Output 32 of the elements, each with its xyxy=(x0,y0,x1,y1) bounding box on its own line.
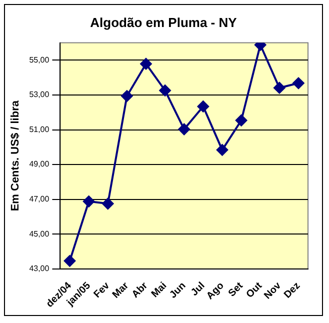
y-tick-label: 43,00 xyxy=(29,264,50,274)
y-tick-label: 47,00 xyxy=(29,194,50,204)
x-tick-label: Ago xyxy=(204,280,226,302)
x-tick-label: Nov xyxy=(262,280,284,302)
point xyxy=(197,100,210,112)
point xyxy=(216,144,228,156)
point xyxy=(140,58,152,70)
point xyxy=(235,114,248,126)
y-tick-label: 45,00 xyxy=(29,229,50,238)
x-tick-label: Jul xyxy=(189,280,208,298)
point xyxy=(120,90,133,102)
x-tick-label: Abr xyxy=(130,280,150,300)
x-tick-label: Jun xyxy=(168,280,188,301)
point xyxy=(273,82,286,94)
x-tick-label: Set xyxy=(226,280,246,300)
chart-title: Algodão em Pluma - NY xyxy=(89,15,238,30)
y-tick-label: 53,00 xyxy=(29,90,50,100)
x-tick-label: Fev xyxy=(92,280,112,300)
point xyxy=(64,254,76,267)
y-tick-label: 55,00 xyxy=(29,55,50,64)
point xyxy=(178,123,190,136)
x-tick-label: Mai xyxy=(150,280,170,300)
y-tick-label: 49,00 xyxy=(29,160,50,169)
x-tick-label: Mar xyxy=(110,280,132,301)
point xyxy=(292,77,304,90)
x-tick-label: Dez xyxy=(282,280,303,301)
x-tick-label: Out xyxy=(244,280,265,300)
point xyxy=(102,198,114,210)
point xyxy=(82,195,95,208)
y-tick-label: 51,00 xyxy=(29,124,50,134)
point xyxy=(159,84,172,96)
y-axis-title: Em Cents. US$ / libra xyxy=(10,100,22,212)
